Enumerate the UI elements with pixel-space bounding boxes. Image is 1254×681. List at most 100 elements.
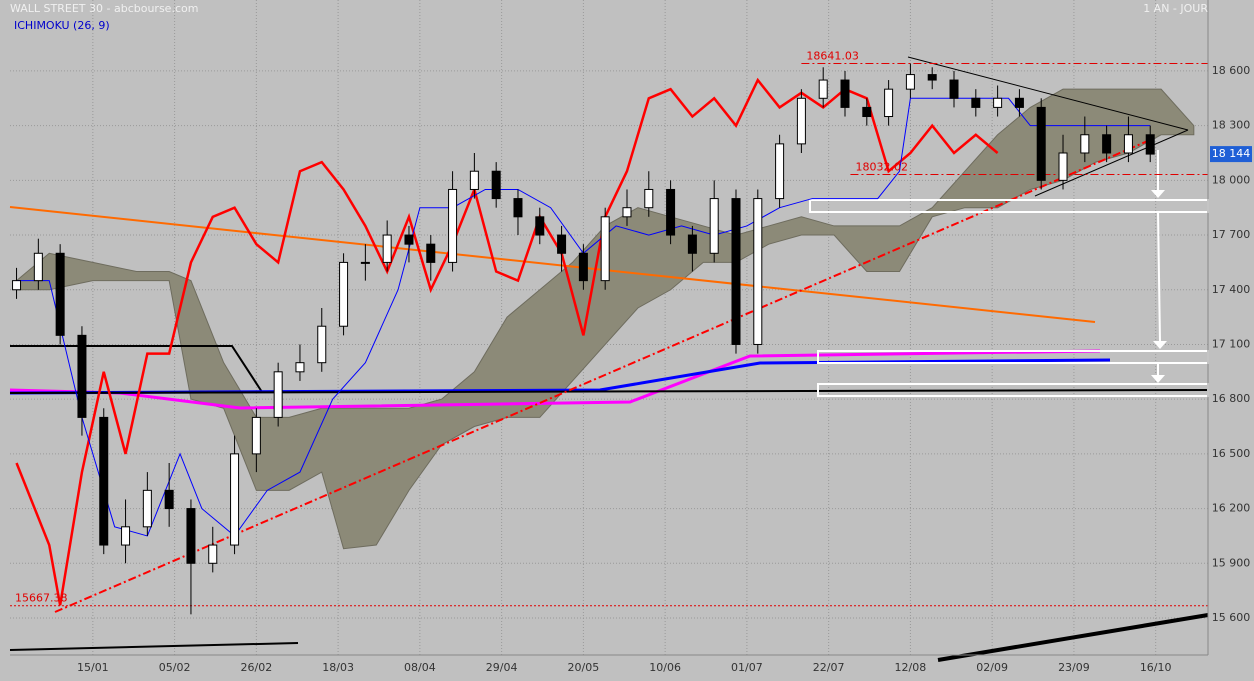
level-label: 18641.03 <box>806 49 859 62</box>
candle-body <box>709 198 719 254</box>
labels: 15 600 15 900 16 200 16 500 16 800 17 100 17 4… <box>15 49 1252 674</box>
arrow-head <box>1151 190 1165 198</box>
candle-body <box>666 188 676 236</box>
candle-body <box>753 198 763 345</box>
candle-body <box>164 489 174 510</box>
y-tick-label: 16 800 <box>1212 392 1251 405</box>
candle-body <box>55 252 65 336</box>
x-tick-label: 15/01 <box>77 661 109 674</box>
candle-body <box>273 371 283 418</box>
x-tick-label: 05/02 <box>159 661 191 674</box>
x-tick-label: 29/04 <box>486 661 518 674</box>
y-tick-label: 18 000 <box>1212 173 1251 186</box>
candle-body <box>578 252 588 282</box>
candle-body <box>644 188 654 209</box>
y-tick-label: 18 300 <box>1212 119 1251 132</box>
candle-body <box>426 243 436 263</box>
candle-body <box>535 216 545 236</box>
candle-body <box>796 97 806 145</box>
candle-body <box>360 261 370 264</box>
candle-body <box>905 74 915 90</box>
x-tick-label: 02/09 <box>976 661 1008 674</box>
candle-body <box>469 170 479 190</box>
candle-body <box>317 325 327 364</box>
candle-body <box>600 216 610 282</box>
candle-body <box>33 252 43 282</box>
y-tick-label: 15 600 <box>1212 611 1251 624</box>
candle-body <box>1145 134 1155 155</box>
candle-body <box>1123 134 1133 154</box>
last-value-box <box>1210 146 1252 163</box>
candle-body <box>557 234 567 254</box>
level-label: 15667.38 <box>15 592 68 605</box>
candles <box>12 63 1155 615</box>
x-tick-label: 12/08 <box>895 661 927 674</box>
candle-body <box>993 97 1003 108</box>
candle-body <box>1102 134 1112 154</box>
candle-body <box>142 489 152 528</box>
x-tick-label: 08/04 <box>404 661 436 674</box>
triangle-line <box>1034 129 1189 197</box>
candle-body <box>448 188 458 263</box>
y-tick-label: 17 100 <box>1212 337 1251 350</box>
candle-body <box>1058 152 1068 181</box>
period-label: 1 AN - JOUR <box>1143 2 1208 15</box>
arrow <box>1157 211 1161 343</box>
candle-body <box>513 198 523 218</box>
candle-body <box>295 362 305 373</box>
x-tick-label: 20/05 <box>568 661 600 674</box>
x-tick-label: 18/03 <box>322 661 354 674</box>
candle-body <box>99 416 109 546</box>
candle-body <box>927 74 937 81</box>
candle-body <box>949 79 959 99</box>
level-label: 18032.02 <box>855 161 908 174</box>
candle-body <box>186 508 196 564</box>
x-tick-label: 23/09 <box>1058 661 1090 674</box>
support-line <box>9 389 1209 394</box>
arrow-head <box>1153 341 1167 349</box>
candle-body <box>77 334 87 418</box>
x-tick-label: 10/06 <box>649 661 681 674</box>
candle-body <box>818 79 828 99</box>
candle-body <box>971 97 981 108</box>
candle-body <box>1036 106 1046 181</box>
y-tick-label: 18 600 <box>1212 64 1251 77</box>
candle-body <box>1080 134 1090 154</box>
drawings <box>9 56 1209 662</box>
candle-body <box>840 79 850 108</box>
y-tick-label: 17 700 <box>1212 228 1251 241</box>
arrow-head <box>1151 375 1165 383</box>
candle-body <box>775 143 785 200</box>
trend-line <box>937 613 1209 662</box>
chart-title: WALL STREET 30 - abcbourse.com <box>10 2 198 15</box>
candle-body <box>622 207 632 218</box>
candle-body <box>491 170 501 200</box>
candle-body <box>230 453 240 546</box>
x-tick-label: 22/07 <box>813 661 845 674</box>
candle-body <box>731 198 741 345</box>
indicator-label: ICHIMOKU (26, 9) <box>14 19 110 32</box>
indicator-line <box>15 77 999 606</box>
candle-body <box>121 526 131 546</box>
candle-body <box>1014 97 1024 108</box>
candle-body <box>862 106 872 118</box>
y-tick-label: 15 900 <box>1212 556 1251 569</box>
x-tick-label: 16/10 <box>1140 661 1172 674</box>
candle-body <box>12 280 22 291</box>
candle-body <box>884 88 894 118</box>
candle-body <box>404 234 414 245</box>
x-tick-label: 26/02 <box>241 661 273 674</box>
last-value-label: 18 144 <box>1212 147 1251 160</box>
candle-body <box>339 261 349 327</box>
y-tick-label: 16 500 <box>1212 447 1251 460</box>
triangle-line <box>907 56 1189 131</box>
x-tick-label: 01/07 <box>731 661 763 674</box>
trend-line <box>9 206 1096 323</box>
candle-body <box>208 544 218 564</box>
y-tick-label: 16 200 <box>1212 502 1251 515</box>
y-tick-label: 17 400 <box>1212 283 1251 296</box>
candle-body <box>382 234 392 263</box>
trend-line <box>9 642 299 651</box>
